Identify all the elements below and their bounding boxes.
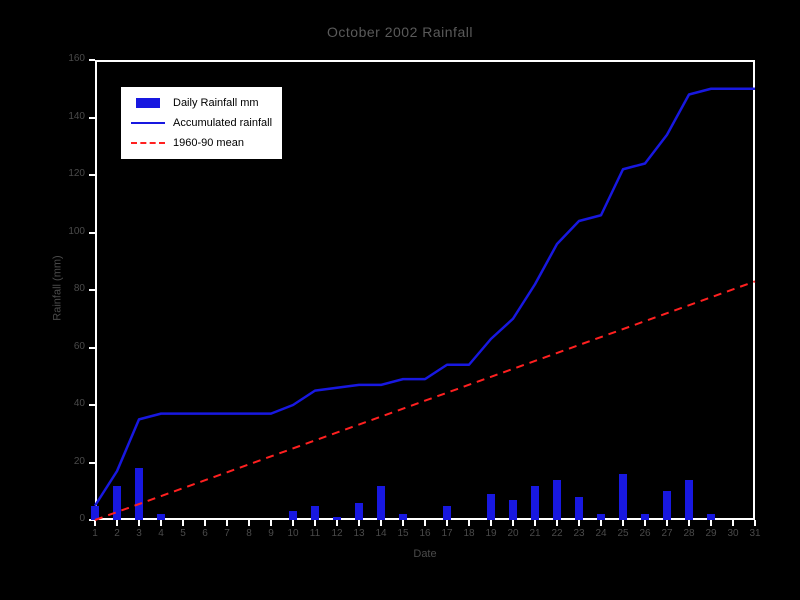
rainfall-chart: October 2002 Rainfall Rainfall (mm) Date…: [0, 0, 800, 600]
accumulated-line: [95, 89, 755, 506]
line-layer: [0, 0, 800, 600]
mean-line: [95, 281, 755, 520]
